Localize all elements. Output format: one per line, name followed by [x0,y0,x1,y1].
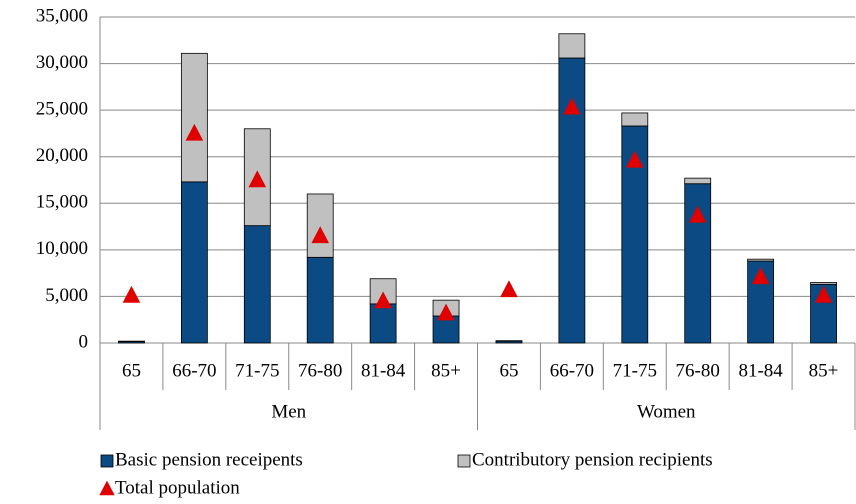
x-tick-label: 66-70 [550,360,594,381]
population-marker [814,285,833,303]
bar-segment [684,177,712,185]
population-marker [122,285,141,303]
legend-label: Basic pension receipents [115,449,303,470]
bar-segment [747,258,775,262]
x-tick-label: 65 [122,360,141,381]
legend-swatch [99,480,115,496]
x-tick-label: 81-84 [361,360,406,381]
bar-segment [810,282,837,285]
bar-segment [306,193,334,258]
y-tick-label: 15,000 [36,192,88,213]
population-marker [311,226,330,244]
population-marker [374,291,392,309]
y-tick-label: 25,000 [36,99,88,120]
x-tick-label: 76-80 [298,360,342,381]
x-tick-label: 76-80 [676,360,720,381]
bar-segment [432,315,460,344]
group-label: Women [637,401,696,422]
bar-segment [306,256,334,344]
legend-swatch [457,454,471,468]
bar-segment [180,52,208,183]
bar-segment [369,303,397,344]
population-marker [563,97,581,115]
x-tick-label: 81-84 [738,360,783,381]
population-marker [185,123,204,141]
legend-swatch [100,454,114,468]
x-tick-label: 71-75 [613,360,657,381]
y-tick-label: 35,000 [36,5,88,26]
population-marker [500,280,518,298]
population-marker [751,267,770,285]
group-label: Men [271,401,306,422]
population-marker [625,150,644,168]
bar-segment [243,225,271,344]
bar-segment [180,181,208,344]
x-tick-label: 71-75 [235,360,279,381]
bar-segment [558,33,586,59]
y-tick-label: 5,000 [45,285,88,306]
x-tick-label: 85+ [431,360,461,381]
y-tick-label: 0 [79,331,89,352]
legend-label: Contributory pension recipients [472,449,713,470]
population-marker [248,170,267,188]
legend-label: Total population [115,477,240,498]
y-tick-label: 20,000 [36,145,88,166]
y-tick-label: 10,000 [36,238,88,259]
y-tick-label: 30,000 [36,52,88,73]
x-tick-label: 65 [499,360,518,381]
population-marker [688,205,707,223]
population-marker [437,303,455,321]
bar-segment [621,112,649,127]
x-tick-label: 85+ [809,360,839,381]
x-tick-label: 66-70 [172,360,216,381]
bar-segment [495,340,523,342]
bar-segment [118,340,145,343]
